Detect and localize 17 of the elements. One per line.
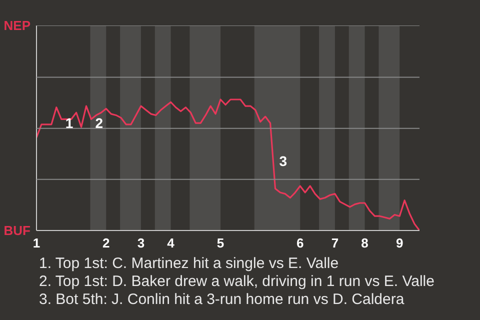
x-tick-label: 6 [296,236,304,250]
annotation: 1 [65,115,74,132]
x-tick-label: 1 [32,236,40,250]
x-tick-label: 5 [216,236,224,250]
x-tick-label: 2 [102,236,110,250]
text: 2. Top 1st: D. Baker drew a walk, driving in 1 run vs E. Valle [39,273,434,290]
x-tick-label: 8 [361,236,368,250]
text: 1. Top 1st: C. Martinez hit a single vs E. Valle [39,255,339,272]
text: NEP [4,18,31,33]
x-tick-label: 9 [396,236,404,250]
x-tick-label: 3 [137,236,145,250]
x-tick-label: 7 [331,236,339,250]
text: 3. Bot 5th: J. Conlin hit a 3-run home run vs D. Caldera [39,291,404,308]
x-tick-label: 4 [167,236,176,250]
annotation: 2 [95,115,104,132]
annotation: 3 [279,153,288,170]
text: BUF [4,223,31,238]
